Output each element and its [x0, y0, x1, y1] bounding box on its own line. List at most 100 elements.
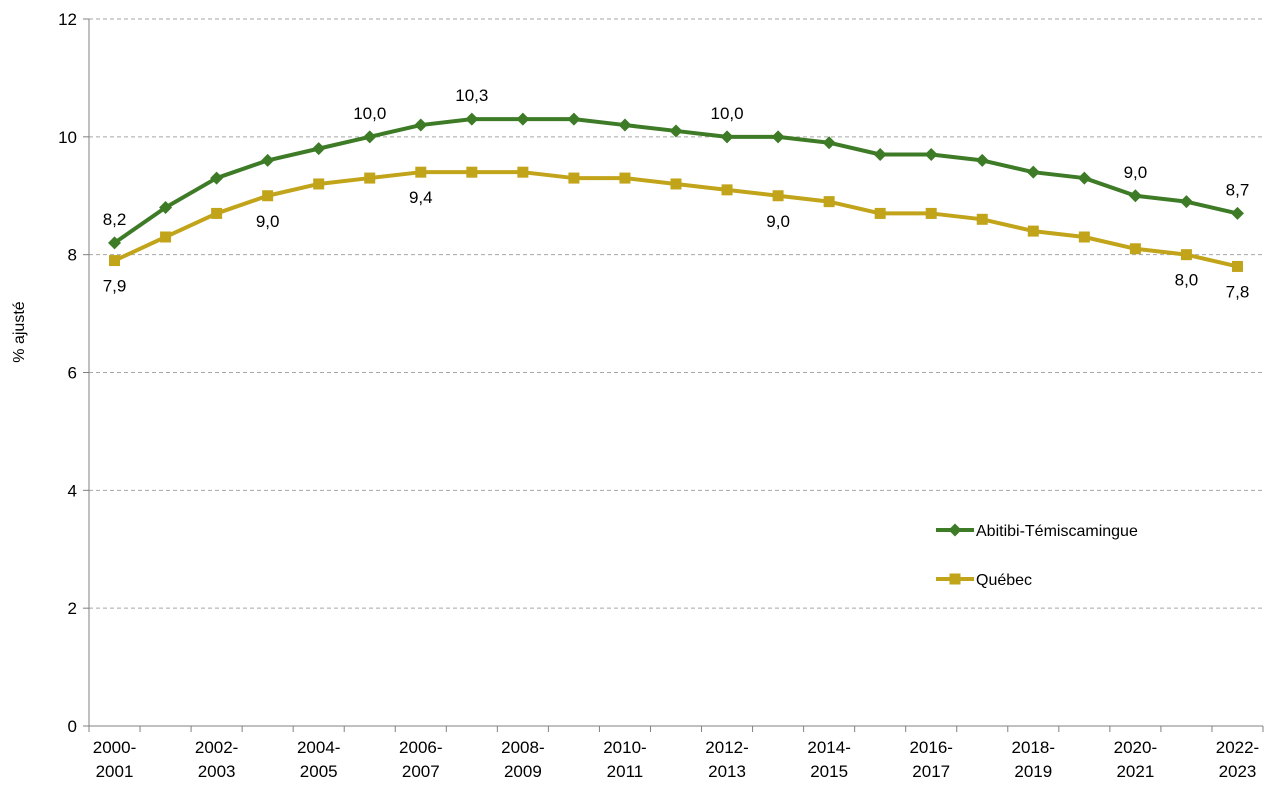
data-point-abitibi: [1128, 189, 1142, 203]
x-tick-label: 2023: [1219, 762, 1257, 781]
data-point-quebec: [670, 178, 682, 190]
x-tick-label: 2016-: [909, 738, 952, 757]
data-point-quebec: [262, 190, 274, 202]
data-point-quebec: [1180, 249, 1192, 261]
data-point-quebec: [415, 166, 427, 178]
data-point-abitibi: [975, 153, 989, 167]
y-tick-label: 12: [58, 10, 77, 29]
data-point-abitibi: [108, 236, 122, 250]
x-tick-label: 2012-: [705, 738, 748, 757]
x-tick-label: 2017: [912, 762, 950, 781]
data-point-quebec: [160, 231, 172, 243]
data-point-abitibi: [159, 201, 173, 215]
y-axis-title: % ajusté: [11, 301, 28, 362]
x-tick-label: 2008-: [501, 738, 544, 757]
data-point-quebec: [1078, 231, 1090, 243]
legend-label-abitibi: Abitibi-Témiscamingue: [976, 523, 1138, 540]
data-point-abitibi: [312, 142, 326, 156]
data-point-quebec: [925, 207, 937, 219]
x-tick-label: 2022-: [1216, 738, 1259, 757]
data-point-quebec: [466, 166, 478, 178]
series-lines: [108, 112, 1244, 272]
axes: 0 2 4 6 8 10 12 2000- 2001 2002- 2003 2004- 2005 2006…: [58, 10, 1264, 781]
data-point-abitibi: [210, 171, 224, 185]
data-point-quebec: [721, 184, 733, 196]
data-point-quebec: [364, 172, 376, 184]
data-point-abitibi: [414, 118, 428, 132]
data-point-quebec: [517, 166, 529, 178]
x-tick-label: 2001: [96, 762, 134, 781]
data-label-quebec: 9,0: [766, 212, 790, 231]
data-point-abitibi: [669, 124, 683, 138]
data-label-quebec: 9,4: [409, 188, 433, 207]
data-point-abitibi: [1230, 206, 1244, 220]
data-point-abitibi: [822, 136, 836, 150]
x-tick-label: 2007: [402, 762, 440, 781]
x-tick-label: 2018-: [1012, 738, 1055, 757]
data-point-abitibi: [1179, 195, 1193, 209]
data-point-quebec: [568, 172, 580, 184]
x-tick-label: 2009: [504, 762, 542, 781]
y-tick-label: 2: [68, 599, 77, 618]
data-point-quebec: [313, 178, 325, 190]
legend-label-quebec: Québec: [976, 572, 1032, 589]
data-point-quebec: [1129, 243, 1141, 255]
y-tick-label: 10: [58, 128, 77, 147]
x-tick-label: 2021: [1116, 762, 1154, 781]
data-labels: 8,2 10,0 10,3 10,0 9,0 8,7 7,9 9,0 9,4 9,0 8,0 7,8: [103, 86, 1250, 301]
data-point-abitibi: [1026, 165, 1040, 179]
data-point-quebec: [1027, 225, 1039, 237]
x-tick-label: 2005: [300, 762, 338, 781]
data-point-abitibi: [618, 118, 632, 132]
data-point-abitibi: [720, 130, 734, 144]
x-tick-label: 2003: [198, 762, 236, 781]
y-tick-label: 0: [68, 717, 77, 736]
data-point-abitibi: [261, 153, 275, 167]
data-point-abitibi: [873, 148, 887, 162]
data-point-quebec: [772, 190, 784, 202]
data-point-abitibi: [516, 112, 530, 126]
data-point-quebec: [1231, 260, 1243, 272]
data-point-quebec: [619, 172, 631, 184]
y-tick-label: 4: [68, 481, 77, 500]
x-tick-label: 2004-: [297, 738, 340, 757]
x-tick-label: 2006-: [399, 738, 442, 757]
x-tick-label: 2002-: [195, 738, 238, 757]
y-tick-label: 6: [68, 364, 77, 383]
data-label-quebec: 9,0: [256, 212, 280, 231]
data-point-abitibi: [567, 112, 581, 126]
data-point-quebec: [109, 255, 121, 267]
data-point-abitibi: [363, 130, 377, 144]
x-tick-label: 2011: [607, 762, 644, 781]
data-point-abitibi: [924, 148, 938, 162]
data-label-quebec: 8,0: [1175, 271, 1199, 290]
legend-marker-abitibi: [948, 523, 962, 537]
data-point-abitibi: [771, 130, 785, 144]
series-quebec: [109, 166, 1243, 272]
legend-marker-quebec: [949, 573, 961, 585]
gridlines: [89, 18, 1263, 609]
data-point-abitibi: [465, 112, 479, 126]
data-label-abitibi: 9,0: [1124, 163, 1148, 182]
x-tick-label: 2000-: [93, 738, 136, 757]
data-label-abitibi: 10,0: [710, 104, 743, 123]
x-tick-label: 2019: [1014, 762, 1052, 781]
series-abitibi: [108, 112, 1244, 250]
x-tick-label: 2010-: [603, 738, 646, 757]
data-point-quebec: [874, 207, 886, 219]
data-label-quebec: 7,9: [103, 277, 127, 296]
data-label-quebec: 7,8: [1226, 282, 1250, 301]
data-label-abitibi: 8,2: [103, 210, 127, 229]
data-point-abitibi: [1077, 171, 1091, 185]
data-point-quebec: [823, 196, 835, 208]
x-tick-label: 2020-: [1114, 738, 1157, 757]
y-tick-label: 8: [68, 246, 77, 265]
data-point-quebec: [976, 213, 988, 225]
x-tick-label: 2014-: [807, 738, 850, 757]
x-tick-label: 2015: [810, 762, 848, 781]
x-tick-label: 2013: [708, 762, 746, 781]
data-label-abitibi: 10,0: [353, 104, 386, 123]
data-label-abitibi: 8,7: [1226, 180, 1250, 199]
